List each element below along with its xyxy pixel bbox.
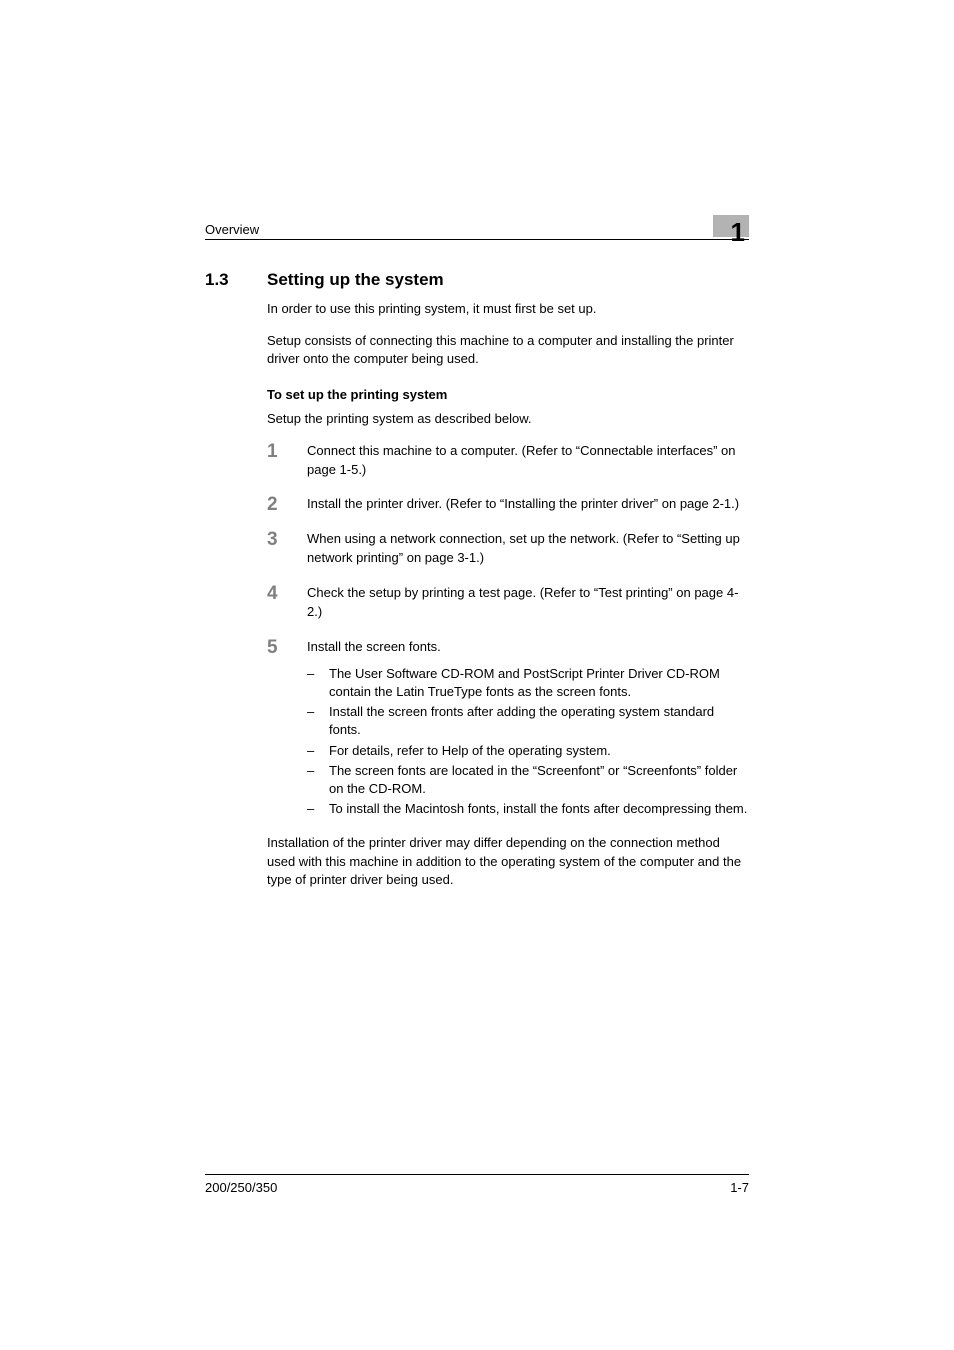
section-title: Setting up the system: [267, 270, 444, 290]
dash-icon: –: [307, 703, 329, 739]
chapter-badge: 1: [713, 215, 749, 237]
step-list: 1 Connect this machine to a computer. (R…: [267, 442, 749, 657]
step-text: Check the setup by printing a test page.…: [307, 584, 749, 622]
section-number: 1.3: [205, 270, 267, 290]
bullet-list: – The User Software CD-ROM and PostScrip…: [307, 665, 749, 819]
step-text: Install the printer driver. (Refer to “I…: [307, 495, 749, 514]
footer-left: 200/250/350: [205, 1180, 277, 1195]
step-number: 3: [267, 530, 307, 568]
bullet-item: – The User Software CD-ROM and PostScrip…: [307, 665, 749, 701]
step-text: Connect this machine to a computer. (Ref…: [307, 442, 749, 480]
subheading: To set up the printing system: [267, 387, 749, 402]
step-number: 1: [267, 442, 307, 480]
step-text: When using a network connection, set up …: [307, 530, 749, 568]
bullet-text: To install the Macintosh fonts, install …: [329, 800, 749, 818]
bullet-text: The User Software CD-ROM and PostScript …: [329, 665, 749, 701]
step-number: 4: [267, 584, 307, 622]
bullet-text: Install the screen fronts after adding t…: [329, 703, 749, 739]
bullet-item: – For details, refer to Help of the oper…: [307, 742, 749, 760]
chapter-number: 1: [731, 219, 745, 245]
step-item: 1 Connect this machine to a computer. (R…: [267, 442, 749, 480]
step-item: 4 Check the setup by printing a test pag…: [267, 584, 749, 622]
bullet-text: The screen fonts are located in the “Scr…: [329, 762, 749, 798]
page-footer: 200/250/350 1-7: [205, 1174, 749, 1195]
dash-icon: –: [307, 762, 329, 798]
dash-icon: –: [307, 665, 329, 701]
dash-icon: –: [307, 800, 329, 818]
step-item: 5 Install the screen fonts.: [267, 638, 749, 657]
page-content: Overview 1 1.3 Setting up the system In …: [0, 0, 954, 889]
bullet-item: – To install the Macintosh fonts, instal…: [307, 800, 749, 818]
intro-para-2: Setup consists of connecting this machin…: [267, 332, 749, 368]
step-item: 2 Install the printer driver. (Refer to …: [267, 495, 749, 514]
bullet-item: – The screen fonts are located in the “S…: [307, 762, 749, 798]
bullet-text: For details, refer to Help of the operat…: [329, 742, 749, 760]
header-label: Overview: [205, 222, 259, 237]
intro-para-1: In order to use this printing system, it…: [267, 300, 749, 318]
section-heading: 1.3 Setting up the system: [205, 270, 749, 290]
step-item: 3 When using a network connection, set u…: [267, 530, 749, 568]
footer-right: 1-7: [730, 1180, 749, 1195]
setup-intro: Setup the printing system as described b…: [267, 410, 749, 428]
step-number: 5: [267, 638, 307, 657]
page-header: Overview 1: [205, 215, 749, 240]
bullet-item: – Install the screen fronts after adding…: [307, 703, 749, 739]
step-text: Install the screen fonts.: [307, 638, 749, 657]
step-number: 2: [267, 495, 307, 514]
closing-para: Installation of the printer driver may d…: [267, 834, 749, 889]
content-body: In order to use this printing system, it…: [267, 300, 749, 889]
dash-icon: –: [307, 742, 329, 760]
